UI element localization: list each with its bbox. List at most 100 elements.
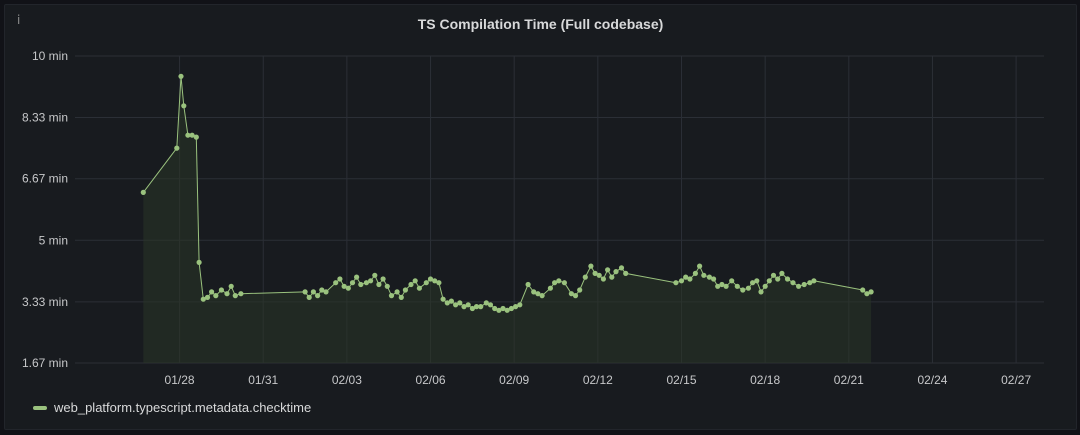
data-point <box>588 263 594 269</box>
data-point <box>461 304 467 310</box>
data-point <box>196 259 202 265</box>
data-point <box>408 281 414 288</box>
data-point <box>368 278 374 284</box>
data-point <box>213 293 219 299</box>
data-point <box>193 134 199 140</box>
y-tick-label: 10 min <box>32 49 68 63</box>
data-point <box>860 287 866 293</box>
data-point <box>552 280 558 286</box>
data-point <box>412 278 418 284</box>
data-point <box>200 296 206 302</box>
data-point <box>513 304 519 310</box>
data-point <box>302 289 308 295</box>
data-point <box>453 302 459 308</box>
data-point <box>189 132 195 138</box>
data-point <box>711 276 717 282</box>
data-point <box>758 289 764 295</box>
data-point <box>734 283 740 289</box>
y-tick-label: 3.33 min <box>22 295 68 309</box>
y-tick-label: 6.67 min <box>22 172 68 186</box>
data-point <box>504 307 510 313</box>
data-point <box>224 291 230 297</box>
y-axis: 10 min 8.33 min 6.67 min 5 min 3.33 min 1.67 … <box>22 49 68 370</box>
data-point <box>547 285 554 291</box>
data-point <box>218 287 224 293</box>
data-point <box>600 276 607 282</box>
data-point <box>310 289 316 295</box>
data-point <box>745 285 752 291</box>
data-point <box>232 293 238 299</box>
data-point <box>465 302 471 308</box>
panel-title: TS Compilation Time (Full codebase) <box>417 16 664 32</box>
data-point <box>185 132 191 138</box>
data-point <box>306 294 312 300</box>
data-point <box>623 270 629 276</box>
data-point <box>723 283 729 289</box>
data-point <box>706 274 713 280</box>
data-point <box>740 287 746 293</box>
data-point <box>363 280 369 286</box>
data-point <box>561 280 568 286</box>
data-point <box>582 274 588 280</box>
x-tick-label: 02/06 <box>416 373 446 387</box>
data-point <box>811 278 817 284</box>
data-point <box>315 293 321 299</box>
data-point <box>715 283 721 289</box>
series-group <box>140 73 874 364</box>
data-point <box>204 294 211 300</box>
data-point <box>678 278 685 284</box>
y-tick-label: 1.67 min <box>22 356 68 370</box>
series-area <box>143 76 872 364</box>
data-point <box>487 302 494 308</box>
data-point <box>436 280 442 286</box>
data-point <box>238 291 244 297</box>
data-point <box>531 289 537 295</box>
data-point <box>349 280 356 286</box>
data-point <box>596 272 602 278</box>
data-point <box>517 302 523 308</box>
x-tick-label: 02/18 <box>750 373 780 387</box>
data-point <box>572 293 579 299</box>
data-point <box>440 296 446 302</box>
y-tick-label: 8.33 min <box>22 111 68 125</box>
data-point <box>673 280 679 286</box>
data-point <box>784 276 791 282</box>
data-point <box>444 300 450 306</box>
data-point <box>868 289 874 295</box>
info-icon[interactable]: i <box>17 13 21 27</box>
x-tick-label: 02/24 <box>917 373 947 387</box>
data-point <box>174 145 180 151</box>
data-point <box>609 274 615 280</box>
data-point <box>770 272 777 278</box>
data-point <box>140 189 146 195</box>
data-point <box>796 283 802 289</box>
data-point <box>358 281 364 288</box>
data-point <box>483 300 489 306</box>
data-point <box>337 276 343 282</box>
data-point <box>380 276 386 282</box>
data-point <box>754 278 760 284</box>
data-point <box>592 270 598 276</box>
data-point <box>577 287 583 293</box>
data-point <box>457 300 463 306</box>
data-point <box>729 278 735 284</box>
data-point <box>775 276 781 282</box>
data-point <box>692 270 699 276</box>
legend: web_platform.typescript.metadata.checkti… <box>33 400 311 415</box>
data-point <box>323 289 329 295</box>
y-tick-label: 5 min <box>39 233 68 247</box>
data-point <box>687 276 693 282</box>
legend-label[interactable]: web_platform.typescript.metadata.checkti… <box>54 400 312 415</box>
x-tick-label: 02/12 <box>583 373 613 387</box>
data-point <box>209 289 215 295</box>
data-point <box>801 281 807 288</box>
series-line <box>142 75 872 311</box>
data-point <box>508 305 514 312</box>
data-point <box>345 285 351 291</box>
data-point <box>341 283 347 289</box>
data-point <box>719 281 725 288</box>
data-point <box>384 283 390 289</box>
data-point <box>354 274 360 280</box>
data-point <box>423 280 429 286</box>
